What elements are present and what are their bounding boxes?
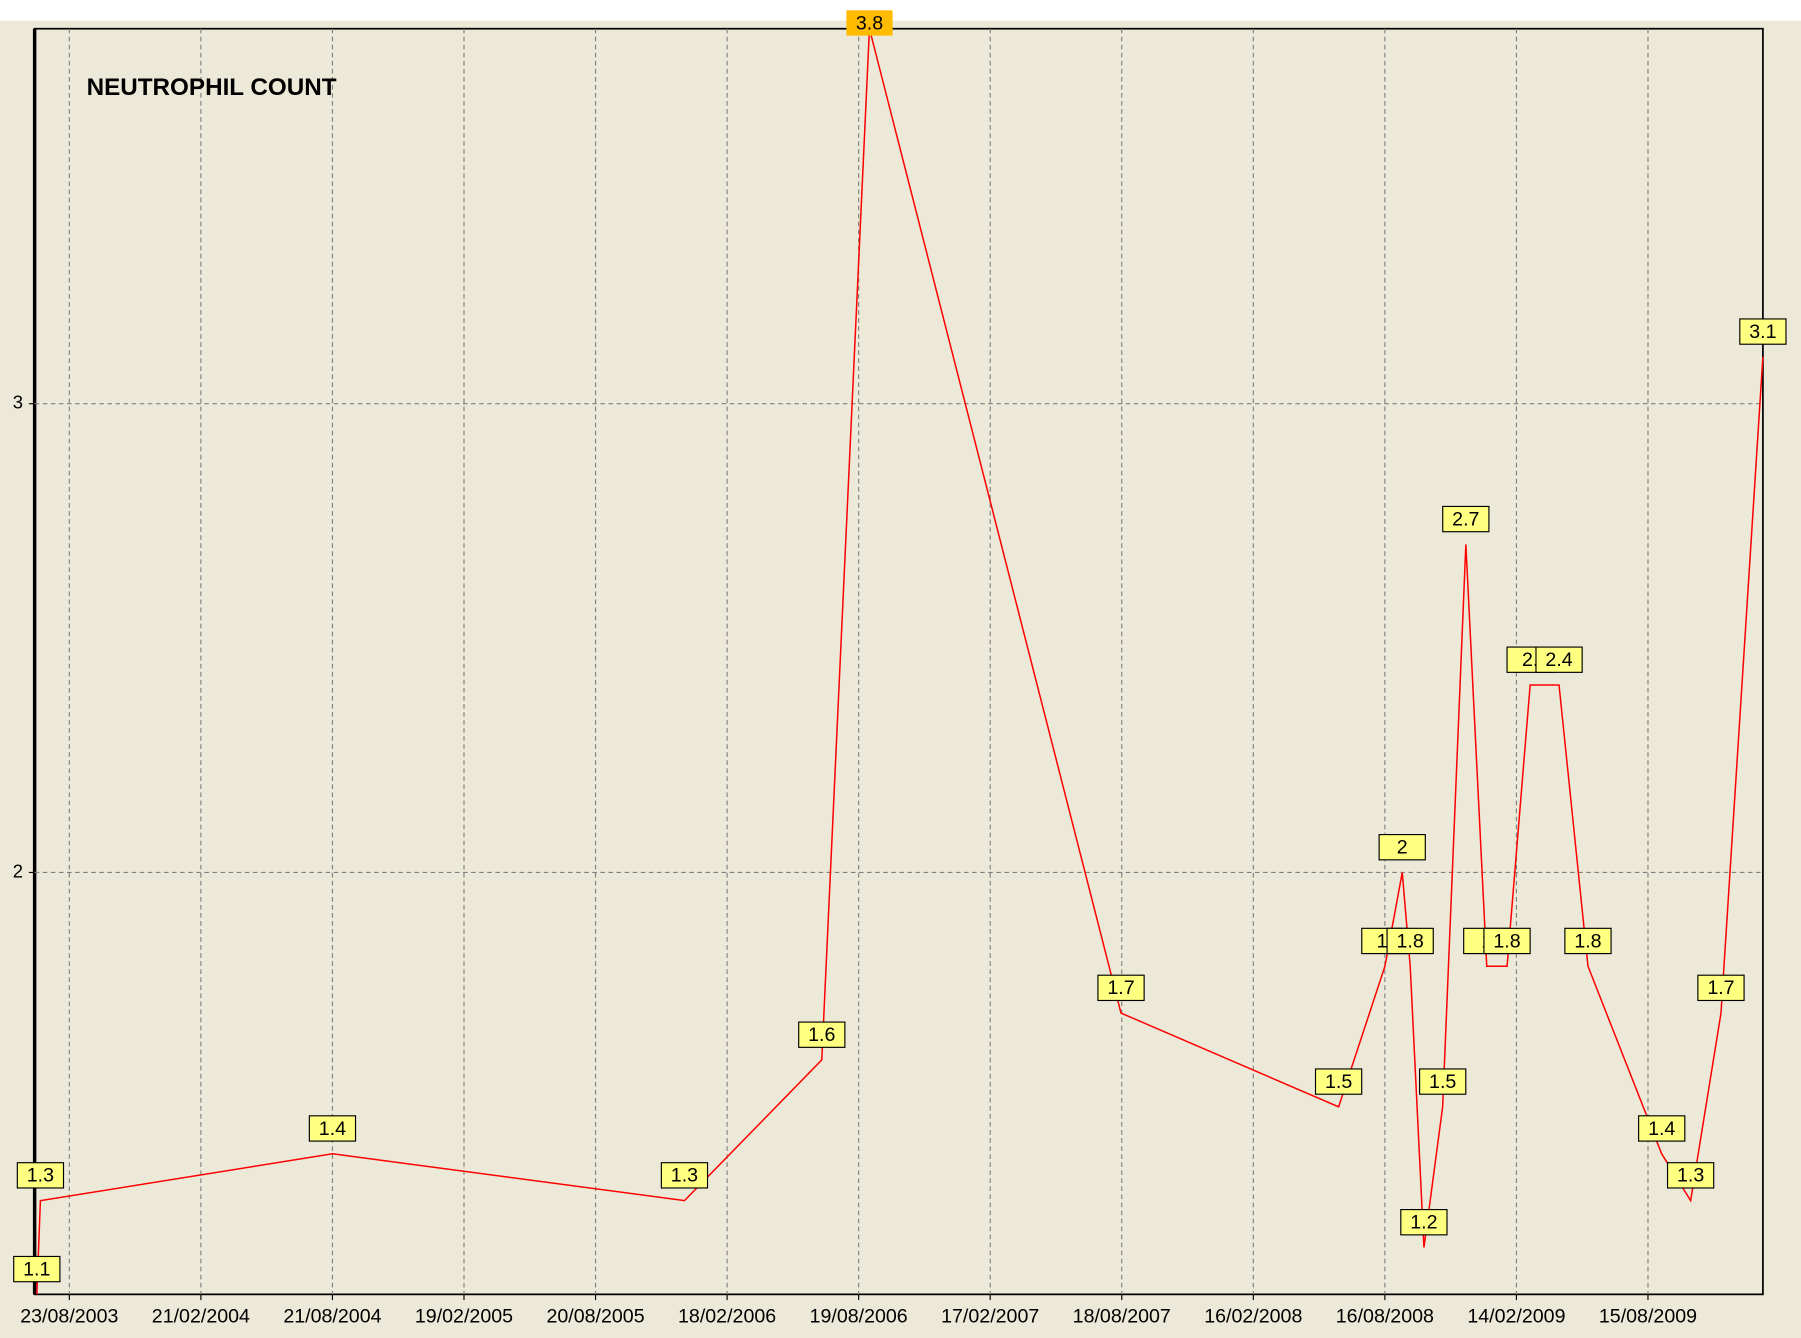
x-tick-label: 18/08/2007: [1073, 1306, 1171, 1328]
x-tick-label: 18/02/2006: [678, 1306, 776, 1328]
data-label: 1.4: [319, 1118, 346, 1140]
data-label: 1.4: [1648, 1118, 1675, 1140]
marks: [36, 28, 1764, 1295]
data-label: 1.7: [1107, 977, 1134, 999]
data-label-box: [1442, 505, 1490, 533]
data-label-box: [1378, 834, 1426, 861]
x-tick-label: 17/02/2007: [941, 1306, 1039, 1328]
x-tick-label: 16/02/2008: [1204, 1306, 1302, 1328]
data-label-box: [798, 1021, 846, 1048]
data-label: 3.1: [1749, 321, 1776, 343]
x-tick-label: 15/08/2009: [1599, 1306, 1697, 1328]
data-label-box: [1739, 318, 1787, 345]
data-label: 1.7: [1707, 977, 1734, 999]
data-label-box: [660, 1162, 709, 1189]
data-label: 1.1: [23, 1258, 50, 1280]
data-label: 1.5: [1429, 1071, 1456, 1093]
x-tick-label: 16/08/2008: [1336, 1306, 1434, 1328]
data-label-box: [1483, 927, 1531, 955]
data-label: 2.4: [1545, 649, 1572, 671]
data-label-box: [1097, 974, 1145, 1002]
data-label-box: [1314, 1068, 1363, 1095]
data-label-box: [846, 10, 893, 36]
data-label-box: [1386, 927, 1434, 955]
data-label: 1.2: [1410, 1212, 1437, 1234]
data-label: 1.6: [808, 1024, 835, 1046]
data-label: 1.3: [671, 1165, 698, 1187]
x-tick-label: 14/02/2009: [1467, 1306, 1565, 1328]
y-tick-label: 2: [13, 860, 23, 881]
data-label-box: [1400, 1209, 1448, 1236]
x-tick-label: 19/02/2005: [415, 1306, 513, 1328]
data-label: 3.8: [856, 12, 883, 34]
data-label: 2.7: [1452, 508, 1479, 530]
x-tick-label: 20/08/2005: [546, 1306, 644, 1328]
data-label: 1.5: [1325, 1071, 1352, 1093]
data-label: 2: [1397, 837, 1408, 859]
y-tick-label: 3: [13, 392, 23, 413]
chart-title: NEUTROPHIL COUNT: [87, 74, 337, 101]
data-label-box: [13, 1255, 61, 1283]
data-label-box: [1697, 974, 1745, 1002]
data-label: 1.8: [1397, 930, 1424, 952]
grid: [34, 28, 1763, 1295]
x-tick-label: 21/08/2004: [283, 1306, 381, 1328]
top-strip: [0, 0, 1801, 21]
data-label: 1.3: [27, 1165, 54, 1187]
data-label-box: [1666, 1162, 1715, 1189]
data-label: 1.3: [1677, 1165, 1704, 1187]
plot-area: [33, 27, 1764, 1296]
data-line: [36, 28, 1764, 1295]
data-label-box: [308, 1115, 357, 1142]
data-label-box: [1564, 927, 1612, 955]
data-label-box: [1638, 1115, 1686, 1142]
data-label-box: [1419, 1068, 1467, 1095]
data-label: 1.8: [1493, 930, 1520, 952]
x-tick-label: 23/08/2003: [20, 1306, 118, 1328]
x-tick-label: 19/08/2006: [810, 1306, 908, 1328]
data-label-box: [1535, 646, 1583, 673]
data-label: 1.8: [1574, 930, 1601, 952]
data-label: 2.: [1522, 649, 1538, 671]
x-tick-label: 21/02/2004: [152, 1306, 250, 1328]
data-label-box: [16, 1162, 65, 1189]
